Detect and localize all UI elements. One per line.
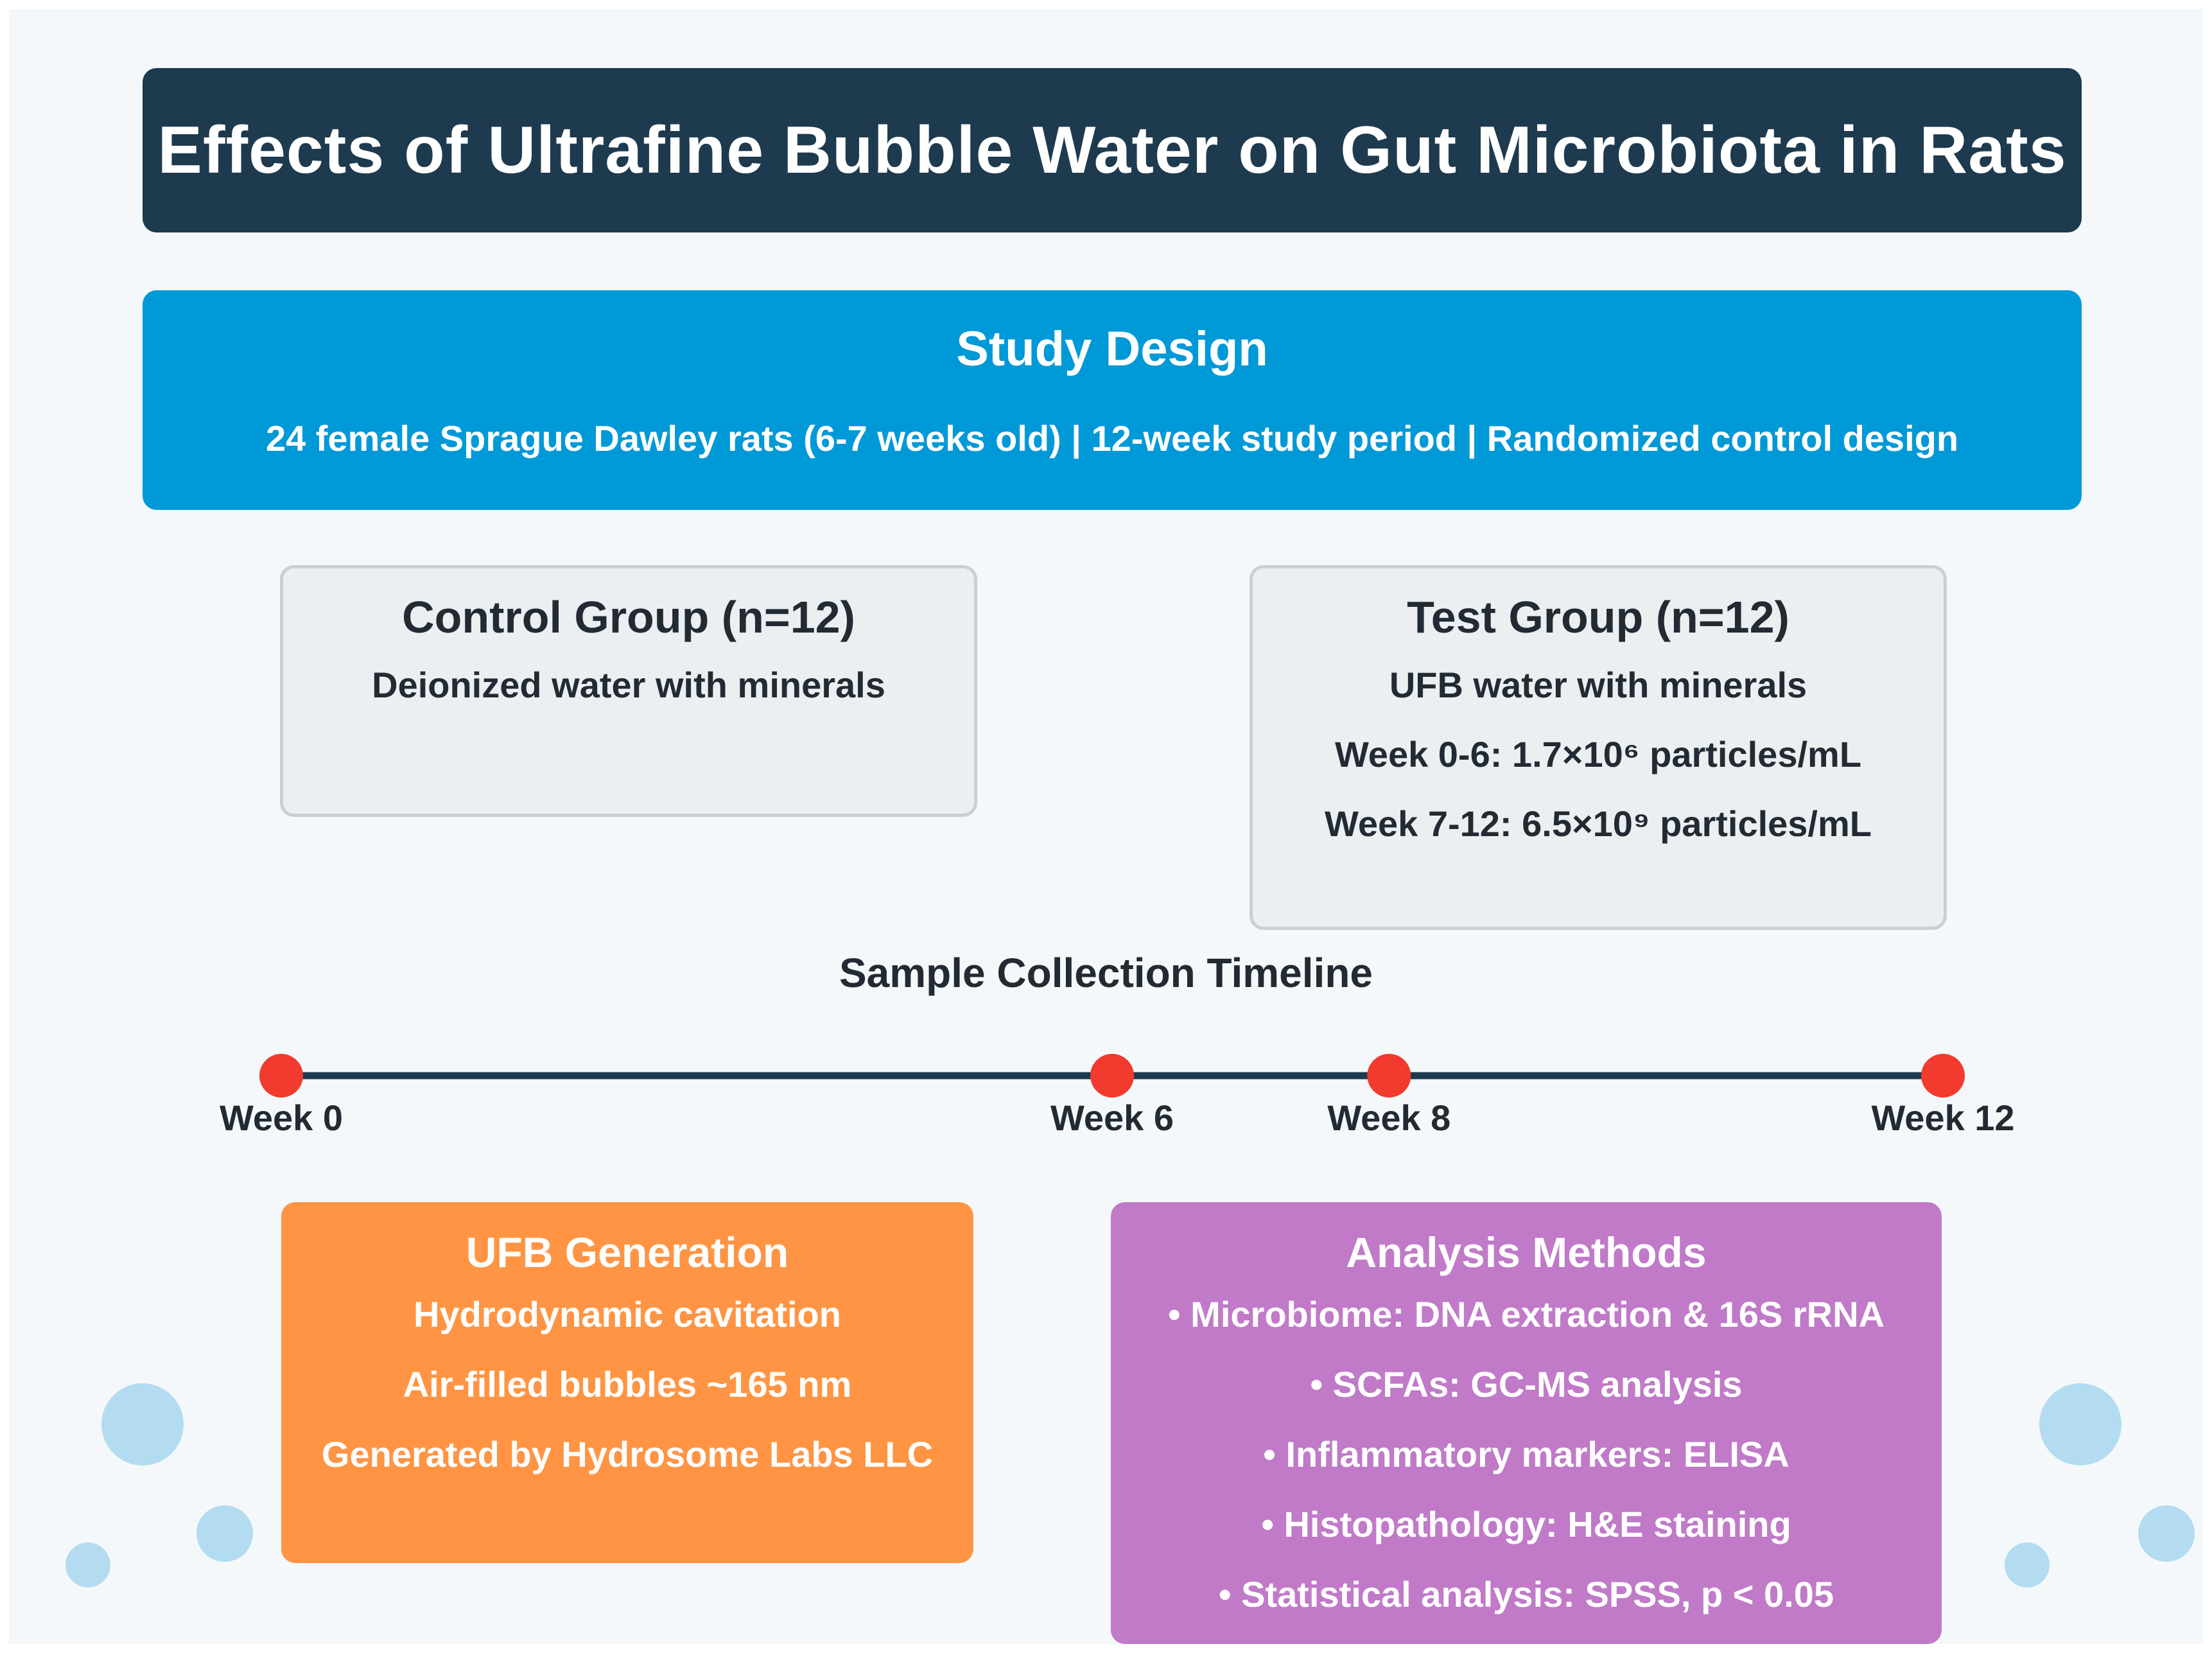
ufb-generation-line: Hydrodynamic cavitation <box>414 1294 841 1334</box>
ufb-generation-line: Generated by Hydrosome Labs LLC <box>321 1434 934 1474</box>
decorative-bubble <box>196 1505 253 1562</box>
timeline-point <box>259 1054 303 1098</box>
test-group-line: Week 7-12: 6.5×10⁹ particles/mL <box>1324 803 1872 844</box>
study-design-summary: 24 female Sprague Dawley rats (6-7 weeks… <box>265 418 1959 459</box>
analysis-method-item: • Microbiome: DNA extraction & 16S rRNA <box>1168 1294 1885 1334</box>
decorative-bubble <box>65 1543 110 1587</box>
analysis-methods-heading: Analysis Methods <box>1346 1229 1707 1276</box>
timeline-point-label: Week 12 <box>1871 1098 2015 1138</box>
analysis-methods-box: Analysis Methods • Microbiome: DNA extra… <box>1111 1202 1942 1644</box>
ufb-generation-line: Air-filled bubbles ~165 nm <box>403 1364 852 1404</box>
control-group-heading: Control Group (n=12) <box>402 592 855 642</box>
decorative-bubble <box>2039 1383 2121 1465</box>
timeline-point-label: Week 6 <box>1050 1098 1174 1138</box>
ufb-generation-heading: UFB Generation <box>466 1229 789 1276</box>
timeline-point <box>1921 1054 1965 1098</box>
analysis-method-item: • Inflammatory markers: ELISA <box>1263 1434 1790 1474</box>
title-text: Effects of Ultrafine Bubble Water on Gut… <box>157 112 2067 188</box>
timeline-point <box>1367 1054 1411 1098</box>
test-group-heading: Test Group (n=12) <box>1407 592 1790 642</box>
test-group-line: UFB water with minerals <box>1389 665 1807 705</box>
timeline-point <box>1090 1054 1134 1098</box>
ufb-generation-box: UFB Generation Hydrodynamic cavitation A… <box>281 1202 973 1563</box>
test-group-line: Week 0-6: 1.7×10⁶ particles/mL <box>1334 734 1862 774</box>
timeline-point-label: Week 8 <box>1327 1098 1451 1138</box>
study-design-heading: Study Design <box>956 322 1268 376</box>
timeline-graphic <box>259 1054 1965 1098</box>
decorative-bubble <box>101 1383 184 1465</box>
analysis-method-item: • Histopathology: H&E staining <box>1261 1504 1791 1544</box>
control-group-line: Deionized water with minerals <box>372 665 885 705</box>
test-group-box: Test Group (n=12) UFB water with mineral… <box>1250 565 1947 930</box>
diagram-title: Effects of Ultrafine Bubble Water on Gut… <box>143 68 2082 232</box>
decorative-bubble <box>2005 1543 2050 1587</box>
study-design-box: Study Design 24 female Sprague Dawley ra… <box>143 290 2082 510</box>
timeline-point-label: Week 0 <box>220 1098 343 1138</box>
decorative-bubble <box>2138 1505 2195 1562</box>
control-group-box: Control Group (n=12) Deionized water wit… <box>280 565 977 817</box>
timeline-title: Sample Collection Timeline <box>839 950 1373 996</box>
analysis-method-item: • SCFAs: GC-MS analysis <box>1310 1364 1743 1404</box>
analysis-method-item: • Statistical analysis: SPSS, p < 0.05 <box>1218 1574 1834 1614</box>
